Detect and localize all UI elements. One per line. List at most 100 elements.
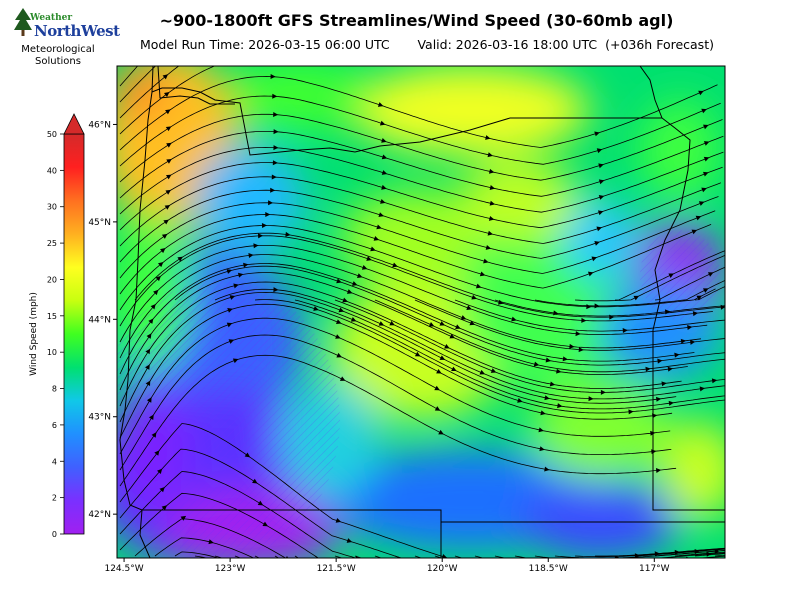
streamline-arrow xyxy=(692,311,699,317)
streamline xyxy=(119,189,719,263)
page-title: ~900-1800ft GFS Streamlines/Wind Speed (… xyxy=(159,11,674,30)
streamline-arrow xyxy=(356,273,363,278)
streamline xyxy=(254,299,725,414)
y-tick-label: 43°N xyxy=(88,413,111,423)
streamline-arrow xyxy=(227,308,233,313)
streamline xyxy=(119,423,449,558)
streamline-arrow xyxy=(540,410,546,416)
streamline-arrow xyxy=(414,351,421,357)
streamline-arrow xyxy=(350,316,357,322)
streamline xyxy=(454,555,464,558)
streamline xyxy=(119,202,716,279)
streamline-arrow xyxy=(162,74,169,80)
streamline-arrow xyxy=(578,347,584,353)
streamline-arrow xyxy=(161,233,168,239)
y-tick-label: 46°N xyxy=(88,120,111,130)
colorbar-tick-label: 0 xyxy=(52,530,57,539)
streamline xyxy=(194,555,209,558)
streamline-arrow xyxy=(378,212,384,217)
streamline-arrow xyxy=(661,381,667,387)
streamline-arrow xyxy=(165,189,172,195)
streamline xyxy=(119,263,695,375)
colorbar-tick-label: 10 xyxy=(47,348,57,357)
streamline xyxy=(119,448,403,558)
streamline-arrow xyxy=(336,352,342,358)
streamline-arrow xyxy=(471,294,477,300)
streamline xyxy=(334,299,725,393)
streamline xyxy=(119,225,716,311)
streamline-arrow xyxy=(273,112,279,117)
streamline-arrow xyxy=(597,210,604,216)
streamline-arrow xyxy=(485,244,492,250)
streamline-arrow xyxy=(657,358,663,364)
streamline xyxy=(414,299,725,351)
streamline-arrow xyxy=(556,368,562,374)
streamline-arrow xyxy=(154,450,160,456)
streamline-arrow xyxy=(434,406,441,411)
streamline-arrow xyxy=(691,229,698,235)
streamline-arrow xyxy=(703,124,709,130)
streamline xyxy=(534,279,725,307)
streamline-arrow xyxy=(701,187,707,193)
streamline-arrow xyxy=(634,553,640,558)
streamline-arrow xyxy=(694,549,700,554)
streamline-arrow xyxy=(257,500,264,506)
streamline-arrow xyxy=(703,171,709,177)
streamline xyxy=(119,471,357,558)
streamline-arrow xyxy=(591,256,598,262)
streamline-arrow xyxy=(699,386,705,392)
streamline-arrow xyxy=(698,201,705,206)
streamline-arrow xyxy=(145,348,151,355)
streamline-arrow xyxy=(703,141,710,146)
streamline-arrow xyxy=(313,306,319,311)
streamline-arrow xyxy=(483,258,489,264)
streamline-arrow xyxy=(557,403,563,409)
streamline-arrow xyxy=(248,253,254,258)
streamline-arrow xyxy=(594,241,600,246)
streamline-arrow xyxy=(487,152,493,158)
streamline-arrow xyxy=(489,185,496,190)
streamline-arrow xyxy=(517,398,523,403)
x-tick-label: 117°W xyxy=(639,564,670,574)
streamline-arrow xyxy=(449,333,456,339)
streamline-arrow xyxy=(148,414,154,421)
streamline xyxy=(714,554,725,557)
streamline-arrow xyxy=(381,154,388,160)
x-tick-label: 124.5°W xyxy=(104,564,143,574)
streamline-arrow xyxy=(148,318,154,324)
valid-time: Valid: 2026-03-16 18:00 UTC (+036h Forec… xyxy=(417,37,714,52)
model-run-time: Model Run Time: 2026-03-15 06:00 UTC xyxy=(140,37,390,52)
y-tick-label: 42°N xyxy=(88,510,111,520)
streamline-arrow xyxy=(586,304,592,310)
streamline-arrow xyxy=(145,380,151,387)
streamline-arrow xyxy=(702,288,709,293)
streamline-arrow xyxy=(177,256,183,262)
streamline-arrow xyxy=(380,199,386,204)
streamline-arrow xyxy=(497,299,504,305)
streamline-arrow xyxy=(569,343,575,349)
streamline-arrow xyxy=(628,409,634,415)
streamline xyxy=(119,317,671,455)
streamline-arrow xyxy=(351,281,358,286)
streamline-arrow xyxy=(596,226,602,232)
streamline xyxy=(174,265,725,366)
streamline xyxy=(119,66,139,87)
colorbar-tick-label: 30 xyxy=(47,203,57,212)
streamline-arrow xyxy=(575,331,581,337)
streamline-arrow xyxy=(655,468,662,473)
streamline-arrow xyxy=(574,561,579,566)
y-axis-ticks: 46°N 45°N 44°N 43°N 42°N xyxy=(88,120,117,520)
streamline xyxy=(119,214,712,295)
streamline-arrow xyxy=(633,295,640,301)
streamline-arrow xyxy=(727,547,732,552)
streamline-arrow xyxy=(161,505,168,511)
streamline-arrow xyxy=(594,131,600,137)
streamline-arrow xyxy=(336,278,342,284)
streamline-arrow xyxy=(479,271,486,277)
streamline xyxy=(174,551,220,558)
streamline-arrow xyxy=(595,558,600,563)
colorbar-tick-label: 2 xyxy=(52,494,57,503)
streamline xyxy=(119,66,216,135)
streamline-arrow xyxy=(164,204,171,210)
colorbar: 0 2 4 6 8 10 15 20 25 30 40 50 Wind Speed (mph) xyxy=(29,113,85,539)
